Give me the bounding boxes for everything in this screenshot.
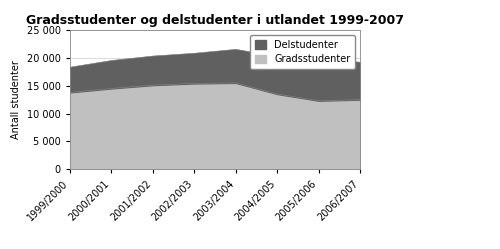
Title: Gradsstudenter og delstudenter i utlandet 1999-2007: Gradsstudenter og delstudenter i utlande…	[26, 14, 404, 27]
Y-axis label: Antall studenter: Antall studenter	[12, 60, 22, 139]
Legend: Delstudenter, Gradsstudenter: Delstudenter, Gradsstudenter	[250, 35, 355, 69]
